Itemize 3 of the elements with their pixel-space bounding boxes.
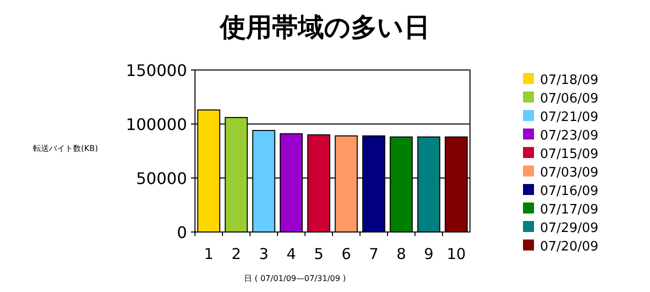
title: 使用帯域の多い日 [220,13,430,43]
ylabel: 転送バイト数(KB) [33,144,98,153]
xlabel: 日 ( 07/01/09—07/31/09 ) [244,274,346,283]
